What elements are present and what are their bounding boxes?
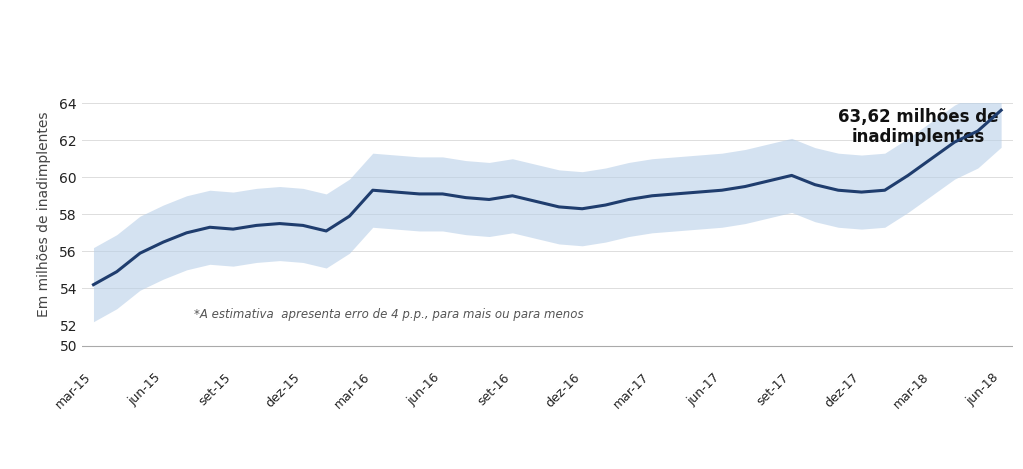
Text: 63,62 milhões de
inadimplentes: 63,62 milhões de inadimplentes — [838, 107, 998, 146]
Text: *A estimativa  apresenta erro de 4 p.p., para mais ou para menos: *A estimativa apresenta erro de 4 p.p., … — [193, 308, 583, 321]
Y-axis label: Em milhões de inadimplentes: Em milhões de inadimplentes — [37, 112, 51, 317]
